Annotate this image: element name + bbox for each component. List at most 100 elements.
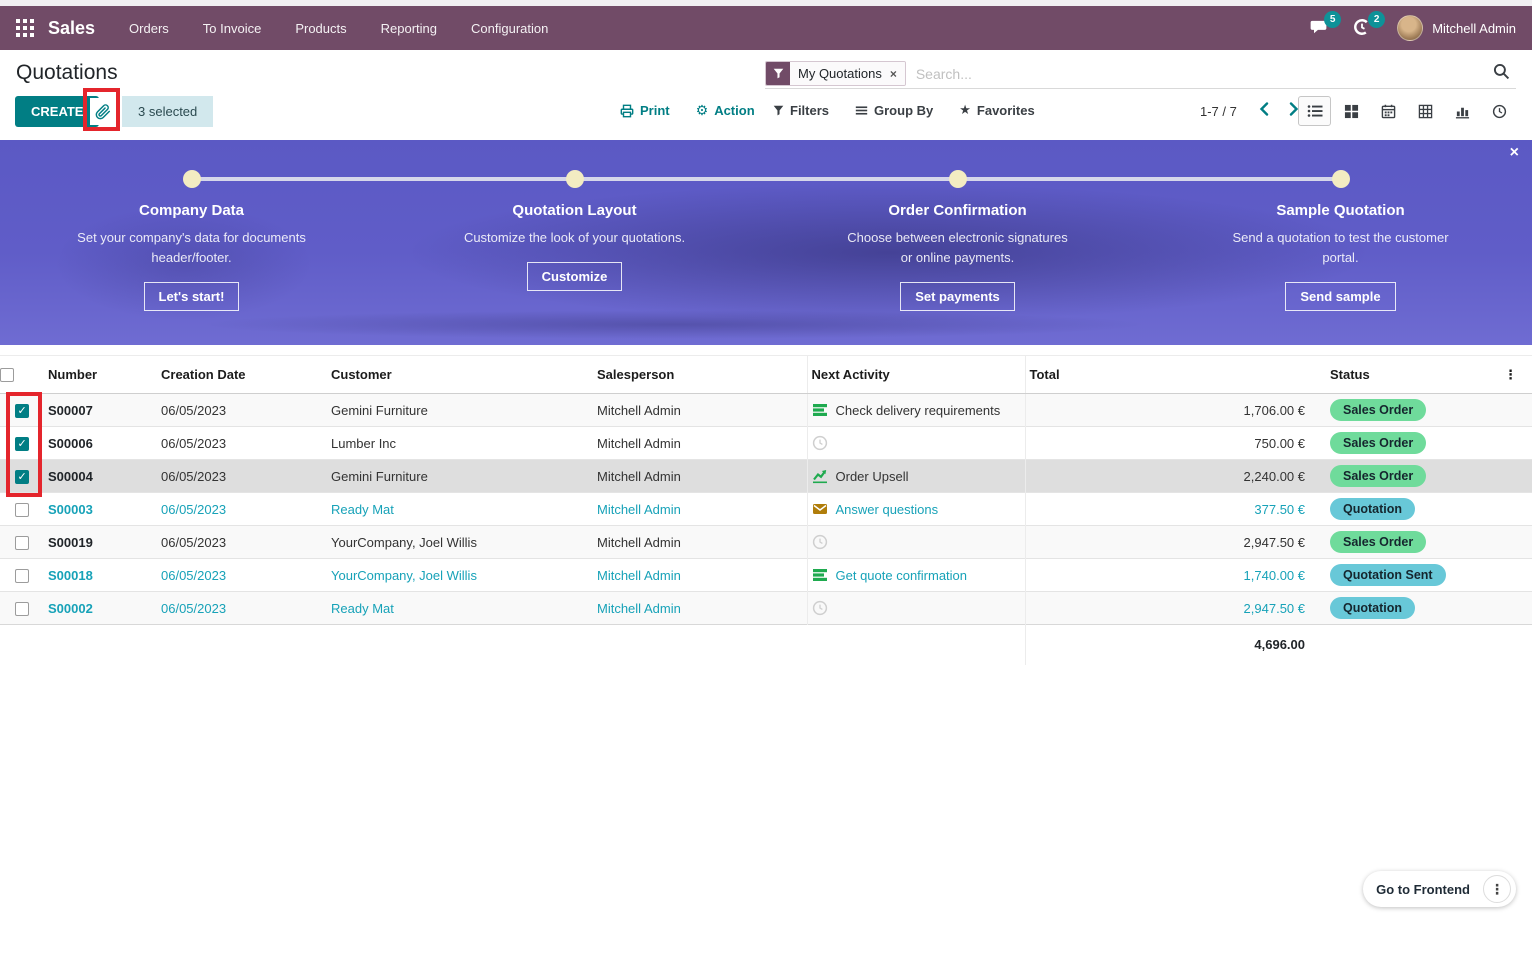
set-payments-button[interactable]: Set payments: [900, 282, 1015, 312]
envelope-icon[interactable]: [812, 501, 828, 517]
facet-remove-icon[interactable]: ×: [889, 66, 897, 81]
apps-menu-icon[interactable]: [16, 19, 34, 37]
chart-up-icon[interactable]: [812, 468, 828, 484]
menu-configuration[interactable]: Configuration: [471, 20, 549, 36]
calendar-view-icon[interactable]: [1372, 96, 1405, 126]
user-menu[interactable]: Mitchell Admin: [1397, 15, 1516, 41]
kanban-view-icon[interactable]: [1335, 96, 1368, 126]
quotation-number: S00007: [44, 393, 157, 427]
activity-label[interactable]: Order Upsell: [835, 469, 909, 484]
gear-icon: ⚙: [695, 102, 709, 118]
create-button[interactable]: CREATE: [15, 96, 100, 127]
go-to-frontend-button[interactable]: Go to Frontend: [1376, 881, 1470, 897]
row-checkbox[interactable]: [15, 601, 29, 616]
total-amount: 1,706.00 €: [1024, 393, 1315, 427]
row-checkbox[interactable]: [15, 568, 29, 583]
filters-menu[interactable]: Filters: [773, 102, 829, 118]
table-row[interactable]: S00007 06/05/2023 Gemini Furniture Mitch…: [0, 393, 1532, 427]
pivot-view-icon[interactable]: [1409, 96, 1442, 126]
row-checkbox[interactable]: [15, 436, 29, 451]
row-checkbox[interactable]: [15, 502, 29, 517]
row-checkbox[interactable]: [15, 469, 29, 484]
customer-name: YourCompany, Joel Willis: [327, 558, 593, 592]
status-badge: Quotation: [1330, 498, 1416, 520]
activity-label[interactable]: Get quote confirmation: [835, 568, 968, 583]
clock-icon[interactable]: [812, 534, 828, 550]
menu-to-invoice[interactable]: To Invoice: [202, 20, 262, 36]
salesperson-name: Mitchell Admin: [597, 468, 681, 484]
salesperson-name: Mitchell Admin: [597, 567, 681, 583]
onboarding-step-sample-quotation: Sample Quotation Send a quotation to tes…: [1149, 140, 1532, 345]
action-menu[interactable]: ⚙ Action: [695, 102, 755, 118]
selected-count-chip: 3 selected: [122, 96, 214, 127]
select-all-checkbox[interactable]: [0, 368, 14, 383]
search-bar[interactable]: My Quotations × Search...: [765, 59, 1516, 89]
optional-columns-toggle-icon[interactable]: ⋮: [1500, 355, 1532, 394]
favorites-menu[interactable]: ★ Favorites: [959, 102, 1035, 118]
creation-date: 06/05/2023: [157, 558, 327, 592]
banner-close-icon[interactable]: ×: [1509, 144, 1519, 161]
clock-icon[interactable]: [812, 435, 828, 451]
pager-next-icon[interactable]: [1283, 100, 1305, 123]
column-header-total[interactable]: Total: [1024, 355, 1315, 394]
frontend-more-icon[interactable]: ⋮: [1483, 875, 1511, 903]
app-menu: Orders To Invoice Products Reporting Con…: [129, 21, 548, 36]
table-sum-row: 4,696.00: [0, 624, 1532, 665]
column-header-status[interactable]: Status: [1315, 355, 1500, 394]
tasks-icon[interactable]: [812, 402, 828, 418]
status-badge: Sales Order: [1330, 432, 1427, 454]
table-row[interactable]: S00006 06/05/2023 Lumber Inc Mitchell Ad…: [0, 426, 1532, 460]
activity-label[interactable]: Check delivery requirements: [835, 403, 1001, 418]
quotation-number: S00006: [44, 426, 157, 460]
graph-view-icon[interactable]: [1446, 96, 1479, 126]
column-header-next-activity[interactable]: Next Activity: [806, 355, 1025, 394]
tasks-icon[interactable]: [812, 567, 828, 583]
onboarding-banner: × Company Data Set your company's data f…: [0, 140, 1532, 345]
column-header-creation-date[interactable]: Creation Date: [157, 355, 327, 394]
column-header-number[interactable]: Number: [44, 355, 157, 394]
table-row[interactable]: S00018 06/05/2023 YourCompany, Joel Will…: [0, 558, 1532, 592]
quotation-number: S00019: [44, 525, 157, 559]
table-row[interactable]: S00002 06/05/2023 Ready Mat Mitchell Adm…: [0, 591, 1532, 625]
total-amount: 2,947.50 €: [1024, 591, 1315, 625]
search-icon[interactable]: [1493, 63, 1510, 85]
print-menu[interactable]: Print: [620, 102, 670, 119]
activity-view-icon[interactable]: [1483, 96, 1516, 126]
status-badge: Quotation Sent: [1330, 564, 1446, 586]
activity-label[interactable]: Answer questions: [835, 502, 939, 517]
menu-orders[interactable]: Orders: [129, 20, 169, 36]
customer-name: Ready Mat: [327, 492, 593, 526]
send-sample-button[interactable]: Send sample: [1285, 282, 1396, 312]
app-name[interactable]: Sales: [48, 17, 96, 38]
column-header-salesperson[interactable]: Salesperson: [593, 355, 807, 394]
list-view-icon[interactable]: [1298, 96, 1331, 126]
table-row[interactable]: S00004 06/05/2023 Gemini Furniture Mitch…: [0, 459, 1532, 493]
paperclip-attachment-icon[interactable]: [90, 98, 116, 125]
step-title: Quotation Layout: [512, 202, 637, 219]
activities-icon[interactable]: 2: [1353, 11, 1386, 38]
row-checkbox[interactable]: [15, 403, 29, 418]
column-header-customer[interactable]: Customer: [327, 355, 593, 394]
search-input[interactable]: Search...: [915, 65, 972, 82]
table-row[interactable]: S00003 06/05/2023 Ready Mat Mitchell Adm…: [0, 492, 1532, 526]
menu-reporting[interactable]: Reporting: [380, 20, 438, 36]
search-facet[interactable]: My Quotations ×: [765, 61, 906, 86]
customize-button[interactable]: Customize: [526, 262, 623, 292]
table-row[interactable]: S00019 06/05/2023 YourCompany, Joel Will…: [0, 525, 1532, 559]
total-amount: 2,947.50 €: [1024, 525, 1315, 559]
messages-badge: 5: [1324, 11, 1342, 28]
group-by-menu[interactable]: Group By: [855, 102, 933, 118]
customer-name: Gemini Furniture: [327, 459, 593, 493]
pager-previous-icon[interactable]: [1253, 100, 1275, 123]
step-title: Sample Quotation: [1276, 202, 1405, 219]
row-checkbox[interactable]: [15, 535, 29, 550]
clock-icon[interactable]: [812, 600, 828, 616]
messages-icon[interactable]: 5: [1309, 11, 1342, 38]
lets-start-button[interactable]: Let's start!: [143, 282, 240, 312]
salesperson-name: Mitchell Admin: [597, 501, 681, 517]
step-description: Choose between electronic signatures or …: [847, 230, 1068, 266]
creation-date: 06/05/2023: [157, 525, 327, 559]
menu-products[interactable]: Products: [295, 20, 347, 36]
table-header-row: Number Creation Date Customer Salesperso…: [0, 355, 1532, 394]
step-dot: [1331, 170, 1350, 188]
